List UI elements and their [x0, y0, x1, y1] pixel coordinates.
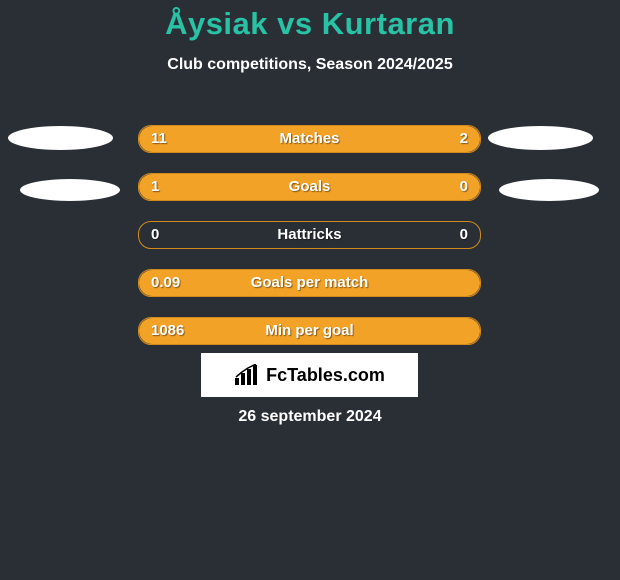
stat-row: 0.09Goals per match [138, 269, 481, 297]
stat-row: 10Goals [138, 173, 481, 201]
decor-ellipse [20, 179, 120, 201]
decor-ellipse [499, 179, 599, 201]
bar-fill-left [139, 174, 398, 200]
comparison-bars: 112Matches10Goals00Hattricks0.09Goals pe… [138, 125, 481, 365]
bar-fill-left [139, 318, 480, 344]
stat-value-left: 1086 [151, 318, 184, 344]
stat-value-left: 11 [151, 126, 167, 152]
date-text: 26 september 2024 [0, 408, 620, 426]
stat-value-left: 1 [151, 174, 159, 200]
bar-fill-left [139, 126, 398, 152]
site-logo: FcTables.com [201, 353, 418, 397]
stat-value-left: 0 [151, 222, 159, 248]
decor-ellipse [8, 126, 113, 150]
logo-text: FcTables.com [266, 365, 385, 386]
stat-row: 0 0Hattricks [138, 221, 481, 249]
bar-fill-left [139, 270, 480, 296]
bars-icon [234, 364, 260, 386]
stat-row: 1086Min per goal [138, 317, 481, 345]
stat-row: 112Matches [138, 125, 481, 153]
stat-label: Hattricks [139, 222, 480, 248]
page-subtitle: Club competitions, Season 2024/2025 [0, 56, 620, 74]
stat-value-right: 0 [460, 222, 468, 248]
canvas: Åysiak vs Kurtaran Club competitions, Se… [0, 0, 620, 580]
stat-value-left: 0.09 [151, 270, 180, 296]
decor-ellipse [488, 126, 593, 150]
stat-value-right: 2 [460, 126, 468, 152]
stat-value-right: 0 [460, 174, 468, 200]
page-title: Åysiak vs Kurtaran [0, 0, 620, 42]
